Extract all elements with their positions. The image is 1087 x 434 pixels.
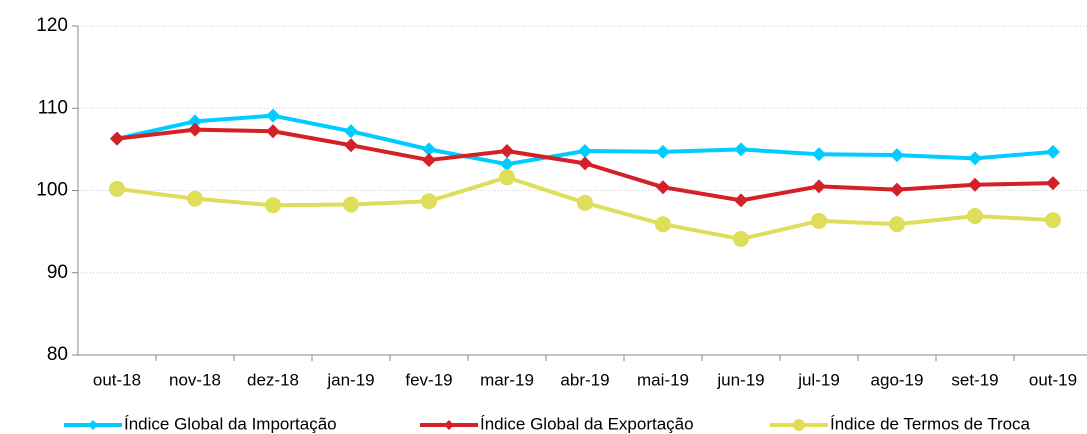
- point: [422, 153, 436, 168]
- point: [967, 207, 983, 224]
- point: [812, 147, 826, 162]
- point: [811, 212, 827, 229]
- x-tick-label: nov-18: [169, 370, 221, 389]
- point: [734, 193, 748, 208]
- point: [421, 193, 437, 210]
- y-tick-label: 110: [38, 97, 68, 118]
- x-tick-label: set-19: [951, 370, 998, 389]
- point: [188, 122, 202, 137]
- point: [110, 131, 124, 146]
- point: [265, 197, 281, 214]
- point: [656, 180, 670, 195]
- legend-marker: [88, 420, 98, 430]
- y-tick-label: 80: [47, 344, 68, 365]
- y-tick-label: 90: [47, 262, 68, 283]
- x-tick-label: ago-19: [871, 370, 924, 389]
- point: [578, 156, 592, 171]
- point: [266, 124, 280, 139]
- legend-label: Índice Global da Exportação: [480, 414, 694, 433]
- x-tick-label: jul-19: [797, 370, 840, 389]
- point: [499, 169, 515, 186]
- x-tick-label: mar-19: [480, 370, 534, 389]
- x-tick-label: jan-19: [326, 370, 374, 389]
- y-tick-label: 120: [36, 15, 68, 36]
- point: [889, 216, 905, 233]
- x-tick-label: out-19: [1029, 370, 1077, 389]
- legend-label: Índice Global da Importação: [124, 414, 337, 433]
- point: [968, 177, 982, 192]
- point: [500, 144, 514, 159]
- point: [344, 138, 358, 153]
- point: [812, 179, 826, 194]
- point: [1045, 212, 1061, 229]
- point: [343, 196, 359, 213]
- point: [577, 194, 593, 211]
- x-tick-label: abr-19: [560, 370, 609, 389]
- legend-label: Índice de Termos de Troca: [830, 414, 1031, 433]
- point: [188, 114, 202, 129]
- x-tick-label: jun-19: [716, 370, 764, 389]
- point: [656, 144, 670, 159]
- point: [422, 142, 436, 157]
- x-tick-label: dez-18: [247, 370, 299, 389]
- legend-marker: [793, 419, 805, 431]
- point: [1046, 176, 1060, 191]
- x-tick-label: mai-19: [637, 370, 689, 389]
- y-tick-label: 100: [36, 180, 68, 201]
- x-tick-label: out-18: [93, 370, 141, 389]
- point: [734, 142, 748, 157]
- point: [1046, 144, 1060, 159]
- point: [109, 180, 125, 197]
- point: [344, 124, 358, 139]
- point: [187, 190, 203, 207]
- point: [890, 148, 904, 163]
- point: [890, 182, 904, 197]
- point: [968, 151, 982, 166]
- x-tick-label: fev-19: [405, 370, 452, 389]
- point: [500, 157, 514, 172]
- point: [733, 231, 749, 248]
- legend-marker: [444, 420, 454, 430]
- point: [578, 144, 592, 159]
- point: [655, 216, 671, 233]
- point: [266, 108, 280, 123]
